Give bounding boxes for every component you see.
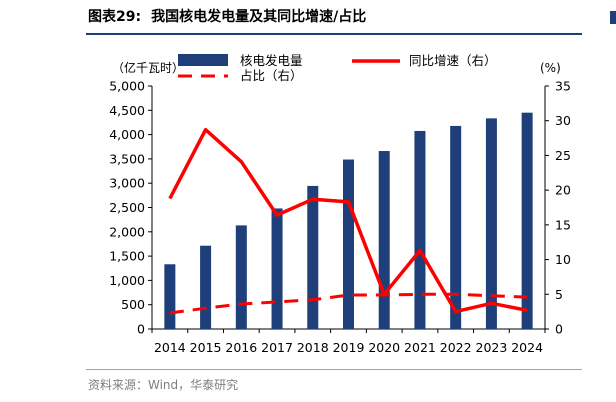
left-tick-label: 1,500 <box>109 249 145 264</box>
bar-2015 <box>200 245 212 329</box>
left-tick-label: 3,500 <box>109 151 145 166</box>
right-tick-label: 25 <box>555 148 571 163</box>
left-tick-label: 1,000 <box>109 273 145 288</box>
bar-2020 <box>378 151 390 329</box>
right-tick-label: 35 <box>555 79 571 94</box>
bar-2021 <box>414 130 426 329</box>
bar-2018 <box>307 185 319 329</box>
right-tick-label: 15 <box>555 217 571 232</box>
bar-2014 <box>164 264 176 329</box>
bar-2016 <box>235 225 247 329</box>
x-tick-label: 2021 <box>404 340 436 355</box>
bar-2022 <box>450 125 462 329</box>
bar-2023 <box>485 118 497 329</box>
bar-2019 <box>343 159 354 329</box>
yoy-growth-line <box>168 127 528 314</box>
left-tick-label: 2,000 <box>109 224 145 239</box>
title-divider <box>86 33 582 35</box>
source-note: 资料来源：Wind，华泰研究 <box>88 378 239 392</box>
right-axis-unit: (%) <box>540 61 561 75</box>
right-tick-label: 30 <box>555 113 571 128</box>
right-tick-label: 0 <box>555 322 563 337</box>
legend-bar-swatch <box>178 54 228 66</box>
x-tick-label: 2024 <box>511 340 543 355</box>
left-tick-label: 4,000 <box>109 127 145 142</box>
left-tick-label: 2,500 <box>109 200 145 215</box>
bar-2017 <box>271 208 283 329</box>
right-tick-label: 5 <box>555 287 563 302</box>
figure-title-text: 我国核电发电量及其同比增速/占比 <box>151 9 367 25</box>
figure-number: 图表29: <box>88 9 142 25</box>
source-divider <box>86 369 582 370</box>
x-tick-label: 2020 <box>368 340 400 355</box>
x-tick-label: 2015 <box>190 340 222 355</box>
right-tick-label: 10 <box>555 252 571 267</box>
right-tick-label: 20 <box>555 183 571 198</box>
left-tick-label: 4,500 <box>109 103 145 118</box>
edge-marker <box>610 11 616 24</box>
legend-yoy-label: 同比增速（右） <box>409 53 497 68</box>
x-tick-label: 2017 <box>261 340 293 355</box>
left-axis-unit: （亿千瓦时） <box>112 60 184 75</box>
x-tick-label: 2023 <box>476 340 508 355</box>
figure-title: 图表29: 我国核电发电量及其同比增速/占比 <box>88 6 366 26</box>
left-tick-label: 0 <box>137 322 145 337</box>
legend-share-label: 占比（右） <box>240 68 303 83</box>
share-line <box>169 292 528 315</box>
x-tick-label: 2018 <box>297 340 329 355</box>
x-tick-label: 2022 <box>440 340 472 355</box>
x-tick-label: 2019 <box>333 340 365 355</box>
left-tick-label: 5,000 <box>109 79 145 94</box>
x-tick-label: 2016 <box>225 340 257 355</box>
legend-bar-label: 核电发电量 <box>240 53 303 68</box>
bar-2024 <box>521 112 533 329</box>
x-tick-label: 2014 <box>154 340 186 355</box>
left-tick-label: 500 <box>121 297 145 312</box>
left-tick-label: 3,000 <box>109 176 145 191</box>
